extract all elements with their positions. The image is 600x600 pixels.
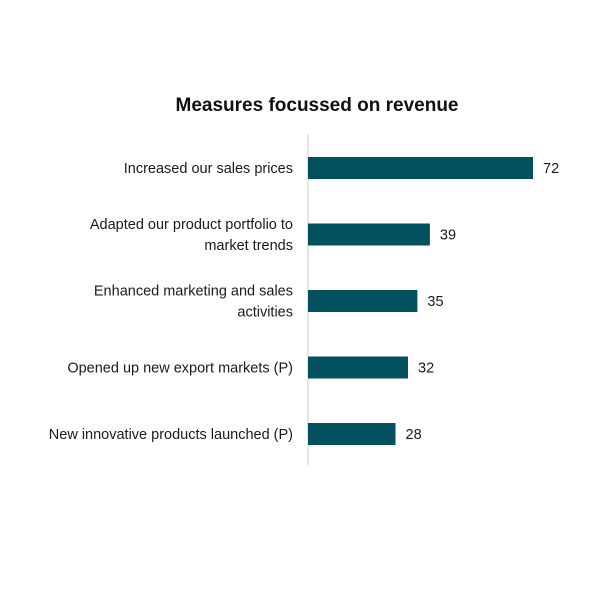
bar-3	[308, 290, 418, 312]
data-label-4: 32	[418, 361, 434, 377]
bar-4	[308, 356, 408, 379]
bar-1	[308, 157, 533, 179]
category-label-3: Enhanced marketing and sales activities	[94, 284, 293, 321]
bars-layer	[308, 157, 533, 445]
bar-5	[308, 423, 396, 445]
category-label-line: Increased our sales prices	[124, 161, 293, 177]
data-labels: 72 39 35 32 28	[406, 161, 560, 443]
category-label-line: Opened up new export markets (P)	[67, 361, 293, 377]
chart-title: Measures focussed on revenue	[176, 95, 459, 116]
data-label-2: 39	[440, 228, 456, 244]
category-label-line: activities	[237, 305, 293, 321]
data-label-3: 35	[427, 294, 443, 310]
category-label-line: market trends	[204, 238, 293, 254]
category-label-1: Increased our sales prices	[124, 161, 293, 177]
category-label-line: Adapted our product portfolio to	[90, 217, 293, 233]
category-label-line: New innovative products launched (P)	[49, 427, 293, 443]
category-label-4: Opened up new export markets (P)	[67, 361, 293, 377]
category-label-line: Enhanced marketing and sales	[94, 284, 293, 300]
category-label-2: Adapted our product portfolio to market t…	[90, 217, 293, 254]
category-labels: Increased our sales prices Adapted our pr…	[49, 161, 293, 443]
data-label-1: 72	[543, 161, 559, 177]
data-label-5: 28	[406, 427, 422, 443]
category-label-5: New innovative products launched (P)	[49, 427, 293, 443]
bar-2	[308, 223, 430, 246]
